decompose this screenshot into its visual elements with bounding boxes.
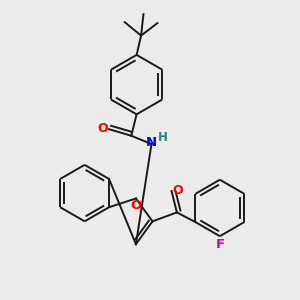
Text: O: O [97,122,108,135]
Text: O: O [173,184,183,197]
Text: H: H [158,131,168,144]
Text: F: F [215,238,224,251]
Text: N: N [146,136,157,149]
Text: O: O [130,199,142,212]
